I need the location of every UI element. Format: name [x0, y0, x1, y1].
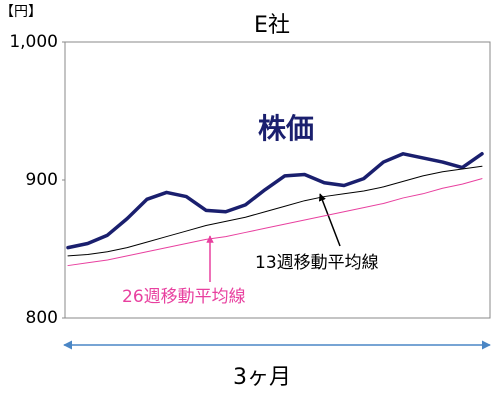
series-label: 株価	[258, 112, 314, 145]
series-label: 13週移動平均線	[255, 253, 379, 273]
y-tick-label: 800	[26, 308, 58, 328]
series-line	[67, 165, 483, 257]
annotation-arrow	[318, 193, 341, 247]
chart-title: E社	[254, 13, 290, 38]
series-label: 26週移動平均線	[122, 287, 246, 307]
series-line	[66, 152, 484, 250]
x-axis-label: 3ヶ月	[233, 365, 291, 390]
unit-label: 【円】	[0, 4, 42, 20]
y-tick-label: 900	[26, 170, 58, 190]
series-line	[67, 178, 483, 267]
y-tick-label: 1,000	[9, 32, 58, 52]
